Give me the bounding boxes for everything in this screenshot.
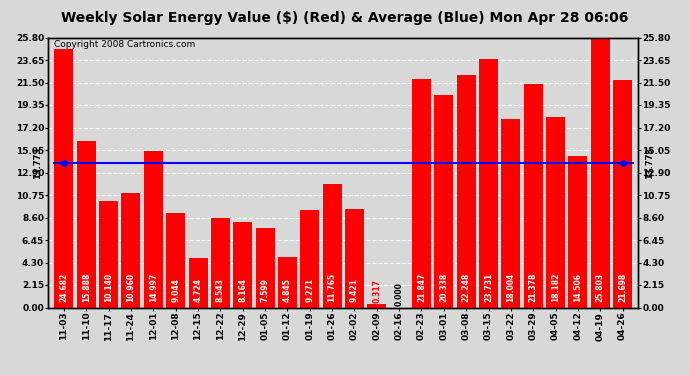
Bar bbox=[211, 218, 230, 308]
Bar bbox=[345, 209, 364, 308]
Text: Copyright 2008 Cartronics.com: Copyright 2008 Cartronics.com bbox=[55, 40, 195, 49]
Text: 22.248: 22.248 bbox=[462, 273, 471, 302]
Text: 25.803: 25.803 bbox=[595, 273, 604, 302]
Bar bbox=[502, 119, 520, 308]
Text: 9.044: 9.044 bbox=[171, 278, 180, 302]
Text: 10.960: 10.960 bbox=[126, 273, 135, 302]
Bar bbox=[367, 304, 386, 307]
Text: 4.845: 4.845 bbox=[283, 278, 292, 302]
Bar bbox=[323, 184, 342, 308]
Bar bbox=[479, 59, 498, 308]
Text: 23.731: 23.731 bbox=[484, 273, 493, 302]
Text: 24.682: 24.682 bbox=[59, 273, 68, 302]
Bar bbox=[77, 141, 96, 308]
Text: 9.271: 9.271 bbox=[305, 278, 314, 302]
Bar bbox=[524, 84, 543, 308]
Bar bbox=[233, 222, 253, 308]
Text: 21.698: 21.698 bbox=[618, 273, 627, 302]
Text: 18.182: 18.182 bbox=[551, 273, 560, 302]
Text: 10.140: 10.140 bbox=[104, 273, 113, 302]
Bar bbox=[546, 117, 565, 308]
Bar bbox=[412, 79, 431, 308]
Text: 0.000: 0.000 bbox=[395, 282, 404, 306]
Bar bbox=[434, 94, 453, 308]
Bar bbox=[613, 80, 632, 308]
Text: 11.765: 11.765 bbox=[328, 273, 337, 302]
Text: 9.421: 9.421 bbox=[350, 278, 359, 302]
Text: 21.378: 21.378 bbox=[529, 273, 538, 302]
Text: 7.599: 7.599 bbox=[261, 278, 270, 302]
Bar bbox=[144, 150, 163, 308]
Text: 20.338: 20.338 bbox=[440, 273, 449, 302]
Text: 8.543: 8.543 bbox=[216, 278, 225, 302]
Bar bbox=[188, 258, 208, 308]
Text: 0.317: 0.317 bbox=[373, 279, 382, 303]
Text: 4.724: 4.724 bbox=[193, 278, 203, 302]
Text: 14.997: 14.997 bbox=[149, 273, 158, 302]
Bar bbox=[278, 257, 297, 307]
Bar bbox=[121, 193, 141, 308]
Bar bbox=[255, 228, 275, 308]
Bar bbox=[591, 38, 610, 308]
Text: Weekly Solar Energy Value ($) (Red) & Average (Blue) Mon Apr 28 06:06: Weekly Solar Energy Value ($) (Red) & Av… bbox=[61, 11, 629, 25]
Bar bbox=[300, 210, 319, 308]
Bar bbox=[99, 201, 118, 308]
Text: 18.004: 18.004 bbox=[506, 273, 515, 302]
Text: 14.506: 14.506 bbox=[573, 273, 582, 302]
Bar bbox=[166, 213, 185, 308]
Bar bbox=[569, 156, 587, 308]
Text: 13.773: 13.773 bbox=[645, 147, 654, 179]
Text: 21.847: 21.847 bbox=[417, 273, 426, 302]
Bar bbox=[55, 49, 73, 308]
Bar bbox=[457, 75, 475, 308]
Text: 15.888: 15.888 bbox=[82, 273, 91, 302]
Text: 13.773: 13.773 bbox=[32, 147, 41, 179]
Text: 8.164: 8.164 bbox=[238, 278, 247, 302]
